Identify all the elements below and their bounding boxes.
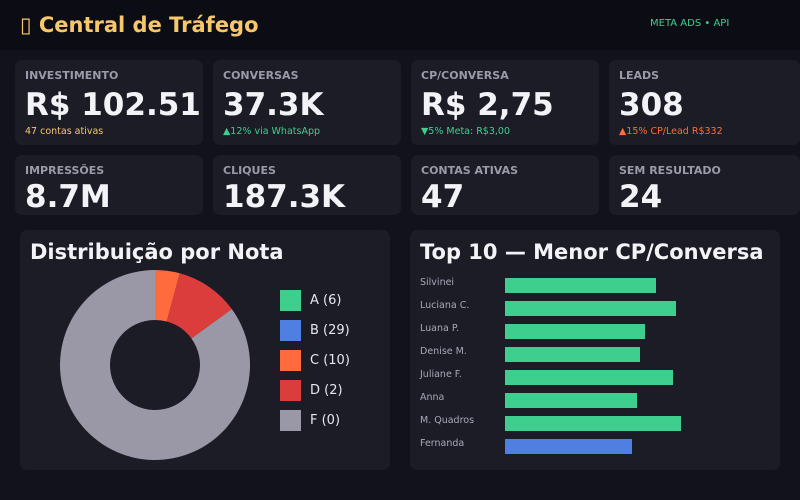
- kpi-card: CONTAS ATIVAS 47: [411, 155, 599, 215]
- header: ▯ Central de Tráfego META ADS • API: [0, 0, 800, 50]
- bar: [505, 278, 657, 293]
- kpi-label: CONVERSAS: [223, 69, 299, 82]
- kpi-label: INVESTIMENTO: [25, 69, 119, 82]
- legend-swatch: [280, 320, 301, 341]
- bar: [505, 393, 637, 408]
- bar: [505, 370, 673, 385]
- legend-swatch: [280, 350, 301, 371]
- bar-label: Luciana C.: [420, 300, 470, 311]
- kpi-subtext: ▲12% via WhatsApp: [223, 126, 321, 137]
- bar-label: Juliane F.: [420, 369, 462, 380]
- donut-slice: [166, 273, 232, 339]
- legend-item: B (29): [280, 320, 350, 341]
- legend-label: D (2): [310, 383, 343, 398]
- bar: [505, 439, 632, 454]
- legend-swatch: [280, 410, 301, 431]
- kpi-value: 47: [421, 179, 465, 215]
- legend-swatch: [280, 290, 301, 311]
- kpi-card: CLIQUES 187.3K: [213, 155, 401, 215]
- legend-label: C (10): [310, 353, 350, 368]
- kpi-value: 8.7M: [25, 179, 111, 215]
- kpi-label: CONTAS ATIVAS: [421, 164, 519, 177]
- legend-item: D (2): [280, 380, 343, 401]
- kpi-subtext: ▲15% CP/Lead R$332: [619, 126, 723, 137]
- panel-title: Top 10 — Menor CP/Conversa: [420, 240, 764, 264]
- kpi-label: SEM RESULTADO: [619, 164, 721, 177]
- donut-slice: [155, 270, 180, 322]
- bar: [505, 416, 681, 431]
- bar-label: M. Quadros: [420, 415, 475, 426]
- kpi-value: R$ 102.512: [25, 87, 203, 123]
- data-source-label: META ADS • API: [650, 18, 730, 29]
- kpi-value: 37.3K: [223, 87, 324, 123]
- bar-label: Silvinei: [420, 277, 455, 288]
- legend-label: A (6): [310, 293, 342, 308]
- bar: [505, 301, 676, 316]
- kpi-value: R$ 2,75: [421, 87, 554, 123]
- kpi-label: LEADS: [619, 69, 660, 82]
- panel-title: Distribuição por Nota: [30, 240, 284, 264]
- kpi-card: IMPRESSÕES 8.7M: [15, 155, 203, 215]
- bar-label: Luana P.: [420, 323, 460, 334]
- bar: [505, 347, 640, 362]
- kpi-card: CONVERSAS 37.3K ▲12% via WhatsApp: [213, 60, 401, 145]
- kpi-label: CLIQUES: [223, 164, 276, 177]
- kpi-value: 187.3K: [223, 179, 346, 215]
- kpi-label: CP/CONVERSA: [421, 69, 509, 82]
- bar: [505, 324, 646, 339]
- donut-chart: [60, 270, 251, 460]
- legend-item: F (0): [280, 410, 340, 431]
- kpi-card: SEM RESULTADO 24: [609, 155, 800, 215]
- kpi-card: INVESTIMENTO R$ 102.512 47 contas ativas: [15, 60, 203, 145]
- legend-item: C (10): [280, 350, 350, 371]
- kpi-subtext: ▼5% Meta: R$3,00: [421, 126, 511, 137]
- legend-label: F (0): [310, 413, 341, 428]
- kpi-value: 24: [619, 179, 663, 215]
- kpi-card: LEADS 308 ▲15% CP/Lead R$332: [609, 60, 800, 145]
- kpi-card: CP/CONVERSA R$ 2,75 ▼5% Meta: R$3,00: [411, 60, 599, 145]
- bar-label: Denise M.: [420, 346, 467, 357]
- bar-label: Anna: [420, 392, 445, 403]
- grade-distribution-panel: Distribuição por Nota A (6) B (29) C (10) D…: [20, 230, 390, 470]
- kpi-value: 308: [619, 87, 684, 123]
- bar-label: Fernanda: [420, 438, 465, 449]
- legend-label: B (29): [310, 323, 350, 338]
- top10-panel: Top 10 — Menor CP/Conversa Silvinei Lucia…: [410, 230, 780, 470]
- legend-item: A (6): [280, 290, 341, 311]
- donut-slice: [60, 270, 251, 460]
- kpi-label: IMPRESSÕES: [25, 164, 105, 177]
- legend-swatch: [280, 380, 301, 401]
- app-title: ▯ Central de Tráfego: [20, 13, 259, 37]
- kpi-subtext: 47 contas ativas: [25, 126, 104, 137]
